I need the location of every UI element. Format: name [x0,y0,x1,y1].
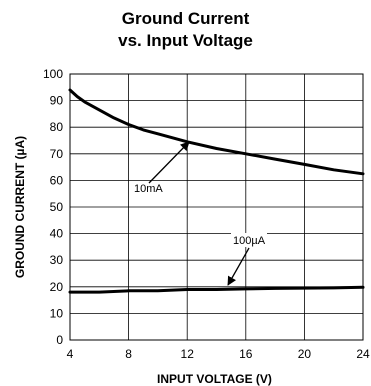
y-tick-label: 60 [50,173,64,187]
annotation-label-bg [231,233,267,247]
x-tick-label: 20 [298,347,312,361]
plot-frame [69,73,364,341]
chart-title: Ground Current [121,9,250,28]
y-tick-label: 40 [50,227,64,241]
y-tick-label: 80 [50,120,64,134]
x-axis-label: INPUT VOLTAGE (V) [157,372,272,386]
annotations: 10mA 100µA [134,141,267,286]
x-tick-label: 24 [356,347,370,361]
y-tick-label: 100 [43,67,63,81]
chart-title-block: Ground Current vs. Input Voltage [0,8,371,52]
y-tick-label: 10 [50,306,64,320]
y-tick-label: 50 [50,200,64,214]
y-tick-label: 0 [56,333,63,347]
x-tick-label: 16 [239,347,253,361]
annotation-arrow [148,141,190,184]
x-tick-label: 8 [125,347,132,361]
x-tick-label: 12 [181,347,195,361]
x-tick-labels: 4 8 12 16 20 24 [67,347,370,361]
y-tick-labels: 0 10 20 30 40 50 60 70 80 90 100 [43,67,63,347]
y-tick-label: 70 [50,147,64,161]
y-tick-label: 90 [50,94,64,108]
grid-lines [69,73,364,341]
chart-subtitle: vs. Input Voltage [118,31,253,50]
y-tick-label: 20 [50,280,64,294]
annotation-label: 100µA [233,235,266,247]
x-tick-label: 4 [67,347,74,361]
series-line-100ua [68,285,365,294]
annotation-label: 10mA [134,183,163,195]
series-line-10ma [68,88,365,176]
y-tick-label: 30 [50,253,64,267]
series-lines [68,88,365,294]
y-axis-label: GROUND CURRENT (µA) [13,136,27,278]
annotation-arrow [227,247,250,286]
